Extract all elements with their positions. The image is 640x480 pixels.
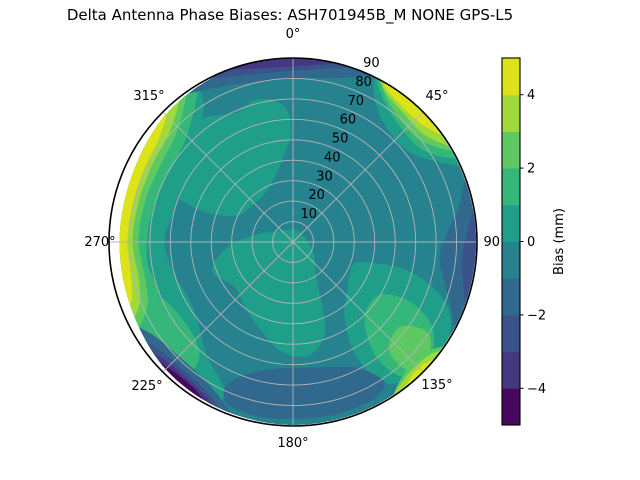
grid-ring (231, 180, 355, 304)
colorbar-tick-label: 4 (527, 88, 535, 103)
contour-region-left-band-yellow (119, 96, 170, 324)
radial-tick-label: 90 (363, 56, 380, 71)
radial-tick-label: 40 (324, 150, 341, 165)
grid-ring (210, 159, 376, 325)
theta-label: 270° (84, 235, 115, 250)
colorbar-band (502, 131, 520, 169)
grid-ring (169, 118, 417, 366)
grid-ring (149, 98, 437, 386)
grid-ring (128, 77, 458, 407)
colorbar-tick-label: 2 (527, 162, 535, 177)
grid-spoke (292, 111, 424, 243)
colorbar-band (502, 204, 520, 242)
theta-label: 180° (277, 436, 308, 451)
theta-label: 135° (421, 378, 452, 393)
radial-tick-label: 30 (316, 169, 333, 184)
contour-region-left-band-yellowgreen (119, 88, 180, 333)
colorbar-band (502, 241, 520, 279)
radial-tick-label: 80 (355, 75, 372, 90)
polar-grid (108, 57, 478, 427)
plot-title: Delta Antenna Phase Biases: ASH701945B_M… (67, 6, 513, 25)
grid-spoke (162, 111, 294, 243)
colorbar-band (502, 314, 520, 353)
grid-ring (190, 139, 396, 345)
grid-ring (272, 221, 314, 263)
colorbar-tick-label: 0 (527, 235, 535, 250)
radial-tick-label: 70 (348, 94, 365, 109)
radial-tick-label: 50 (332, 132, 349, 147)
colorbar-band (502, 94, 520, 132)
grid-ring (251, 200, 335, 284)
theta-label: 45° (425, 89, 448, 104)
theta-label: 225° (131, 379, 162, 394)
radial-tick-label: 10 (301, 207, 318, 222)
colorbar: 4 2 0 −2 −4 Bias (mm) (501, 57, 567, 426)
colorbar-band (502, 388, 520, 426)
theta-label: 0° (286, 27, 301, 42)
contour-region-patch-135-core-green (389, 325, 431, 370)
contour-region-bottom-blue-patch (223, 366, 386, 419)
grid-spoke (292, 241, 424, 373)
contour-region-upper-left-blob-greenteal (164, 98, 292, 217)
colorbar-band (502, 278, 520, 316)
colorbar-band (502, 168, 520, 206)
colorbar-band (502, 58, 520, 96)
colorbar-band (502, 351, 520, 389)
radial-tick-label: 20 (308, 188, 325, 203)
contour-region-center-blob-greenteal (212, 229, 326, 357)
grid-spoke (162, 241, 294, 373)
polar-outline-circle (108, 57, 478, 427)
theta-label: 90 (483, 235, 500, 250)
theta-label: 315° (133, 89, 164, 104)
radial-tick-label: 60 (340, 113, 357, 128)
contour-region-right-rim-core (461, 205, 477, 311)
colorbar-axis-label: Bias (mm) (552, 208, 567, 275)
colorbar-tick-label: −4 (527, 382, 546, 397)
colorbar-tick-label: −2 (527, 308, 546, 323)
